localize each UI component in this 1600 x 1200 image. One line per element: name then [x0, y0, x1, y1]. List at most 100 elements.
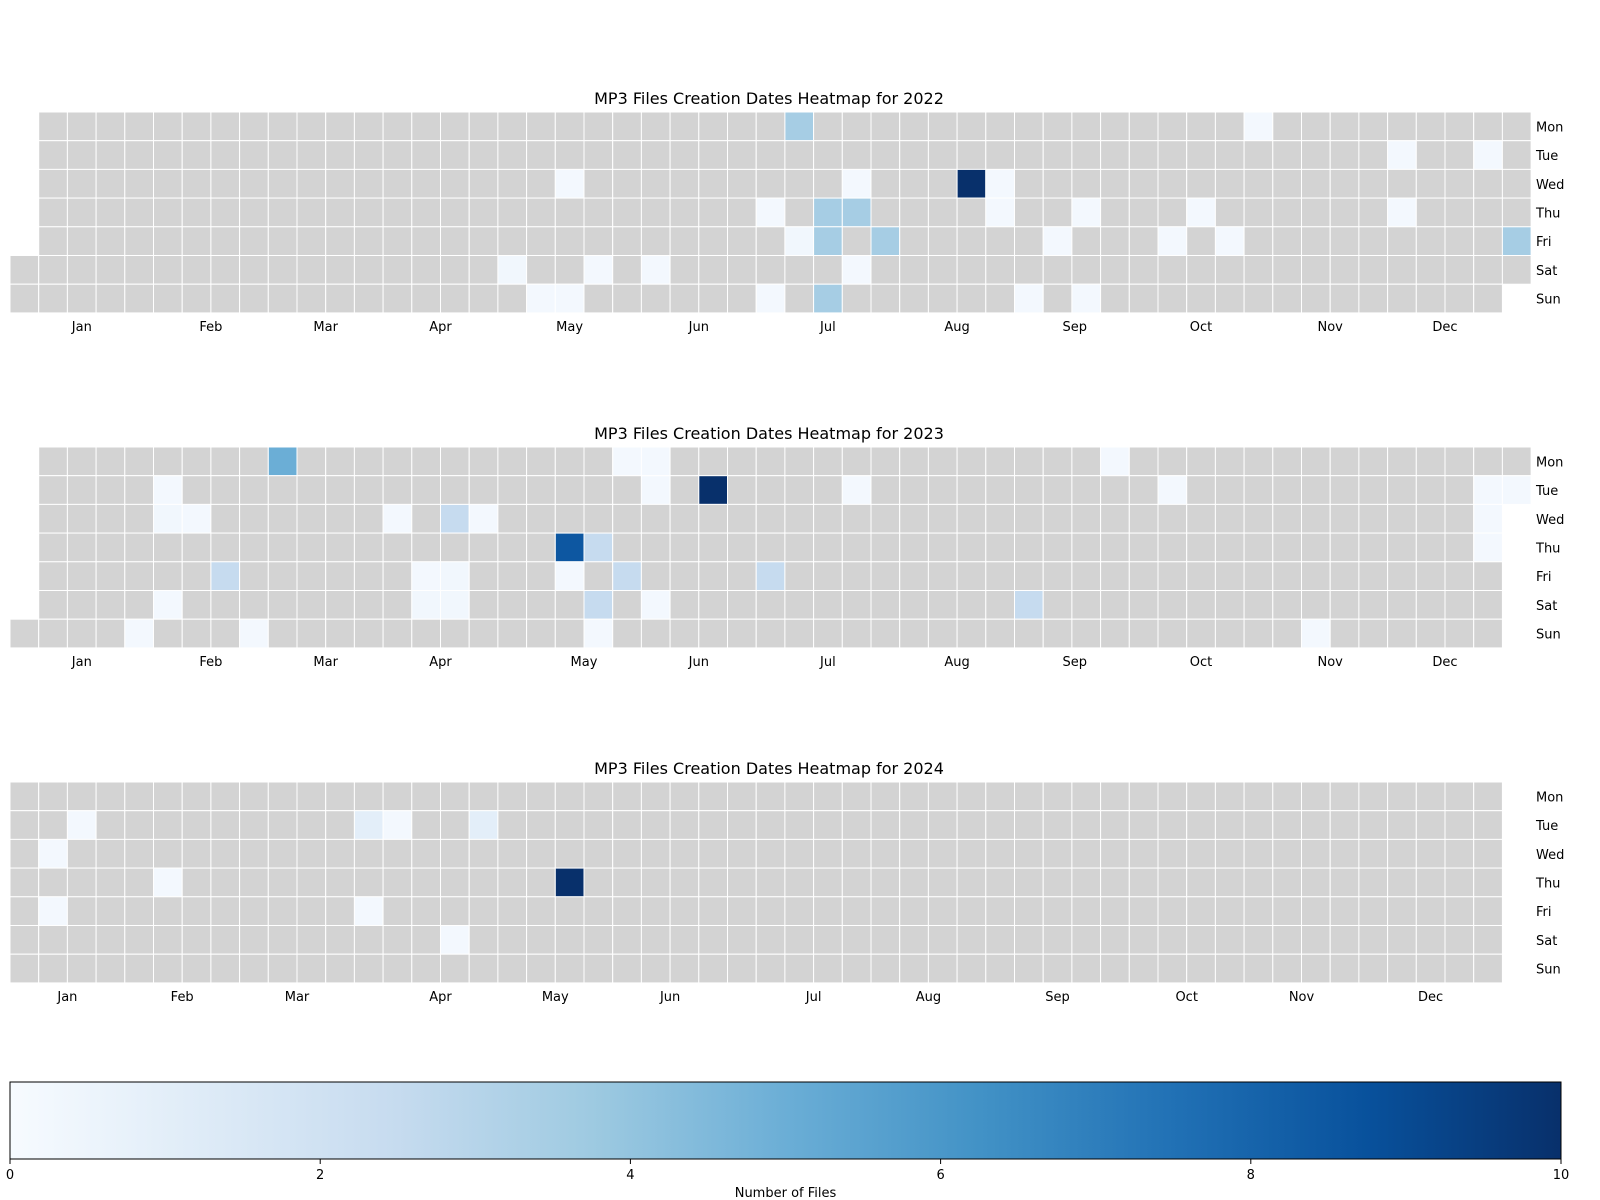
heatmap-cell — [1444, 446, 1475, 477]
heatmap-cell — [1444, 561, 1475, 591]
heatmap-cell — [440, 953, 470, 984]
heatmap-cell — [1329, 283, 1360, 314]
colorbar-tick-label: 10 — [1553, 1168, 1570, 1183]
heatmap-cell — [1501, 168, 1532, 199]
heatmap-cell — [956, 111, 987, 142]
heatmap-cell — [1444, 590, 1475, 620]
heatmap-cell — [526, 867, 556, 898]
heatmap-cell — [497, 283, 528, 314]
heatmap-cell — [210, 838, 241, 869]
heatmap-cell — [1071, 810, 1102, 840]
heatmap-cell — [1186, 140, 1216, 170]
heatmap-cell — [181, 111, 212, 142]
heatmap-cell — [985, 111, 1015, 142]
heatmap-cell — [1071, 168, 1102, 199]
heatmap-cell — [583, 781, 614, 812]
day-label-sat: Sat — [1536, 934, 1557, 949]
heatmap-cell — [1272, 838, 1303, 869]
heatmap-cell — [813, 896, 843, 926]
heatmap-cell-filled — [1473, 140, 1503, 170]
heatmap-cell — [526, 503, 556, 534]
heatmap-cell-filled — [640, 255, 671, 285]
heatmap-cell — [382, 838, 413, 869]
heatmap-cell — [813, 140, 843, 170]
heatmap-cell — [640, 140, 671, 170]
heatmap-cell — [1444, 283, 1475, 314]
heatmap-cell — [1214, 925, 1245, 955]
heatmap-cell — [1128, 197, 1159, 228]
heatmap-cell — [1243, 618, 1274, 649]
colorbar-tick-label: 0 — [6, 1168, 14, 1183]
heatmap-cell — [95, 561, 126, 591]
heatmap-cell — [95, 618, 126, 649]
heatmap-cell — [440, 197, 470, 228]
heatmap-cell — [755, 618, 786, 649]
heatmap-cell — [411, 896, 441, 926]
heatmap-cell — [38, 925, 68, 955]
heatmap-cell — [526, 475, 556, 505]
heatmap-cell — [870, 446, 901, 477]
heatmap-cell — [38, 111, 68, 142]
heatmap-cell — [9, 255, 40, 285]
heatmap-cell — [755, 590, 786, 620]
month-label-jan: Jan — [71, 320, 92, 335]
heatmap-cell — [1128, 953, 1159, 984]
heatmap-cell — [1100, 475, 1130, 505]
month-label-dec: Dec — [1418, 990, 1443, 1005]
heatmap-cell — [1387, 283, 1417, 314]
heatmap-cell — [210, 781, 241, 812]
heatmap-cell — [899, 838, 929, 869]
heatmap-cell — [1329, 111, 1360, 142]
heatmap-cell — [899, 532, 929, 563]
heatmap-cell — [784, 446, 815, 477]
heatmap-cell — [1128, 838, 1159, 869]
heatmap-cell-filled — [1473, 475, 1503, 505]
heatmap-cell — [1042, 810, 1073, 840]
heatmap-cell — [1387, 226, 1417, 257]
heatmap-cell — [526, 140, 556, 170]
heatmap-cell-filled — [841, 197, 872, 228]
heatmap-cell — [1071, 896, 1102, 926]
heatmap-cell — [1042, 283, 1073, 314]
heatmap-cell — [669, 475, 700, 505]
heatmap-cell — [1042, 197, 1073, 228]
heatmap-cell — [1272, 867, 1303, 898]
day-label-sun: Sun — [1536, 963, 1561, 978]
heatmap-cell-filled — [440, 503, 470, 534]
heatmap-cell — [813, 925, 843, 955]
heatmap-cell — [411, 140, 441, 170]
heatmap-cell — [497, 810, 528, 840]
heatmap-cell — [296, 226, 327, 257]
heatmap-cell — [353, 781, 384, 812]
heatmap-cell-filled — [210, 561, 241, 591]
heatmap-cell — [210, 532, 241, 563]
heatmap-cell — [382, 446, 413, 477]
heatmap-cell — [1128, 867, 1159, 898]
heatmap-cell — [1100, 503, 1130, 534]
heatmap-cell — [1042, 255, 1073, 285]
heatmap-cell — [870, 867, 901, 898]
heatmap-cell — [497, 226, 528, 257]
heatmap-cell — [239, 140, 269, 170]
heatmap-cell — [296, 446, 327, 477]
heatmap-cell — [38, 475, 68, 505]
heatmap-cell — [95, 446, 126, 477]
heatmap-cell — [727, 810, 757, 840]
heatmap-cell — [1415, 925, 1446, 955]
heatmap-cell — [727, 925, 757, 955]
heatmap-cell — [583, 896, 614, 926]
heatmap-cell — [267, 781, 298, 812]
heatmap-cell — [1186, 896, 1216, 926]
day-label-mon: Mon — [1536, 120, 1563, 135]
heatmap-cell-filled — [267, 446, 298, 477]
heatmap-cell — [1128, 111, 1159, 142]
heatmap-cell — [210, 446, 241, 477]
day-label-fri: Fri — [1536, 570, 1552, 585]
heatmap-cell — [698, 255, 728, 285]
heatmap-cell — [698, 781, 728, 812]
heatmap-cell — [468, 168, 499, 199]
heatmap-cell — [382, 283, 413, 314]
heatmap-cell — [841, 867, 872, 898]
month-label-apr: Apr — [429, 990, 452, 1005]
heatmap-cell — [1186, 838, 1216, 869]
